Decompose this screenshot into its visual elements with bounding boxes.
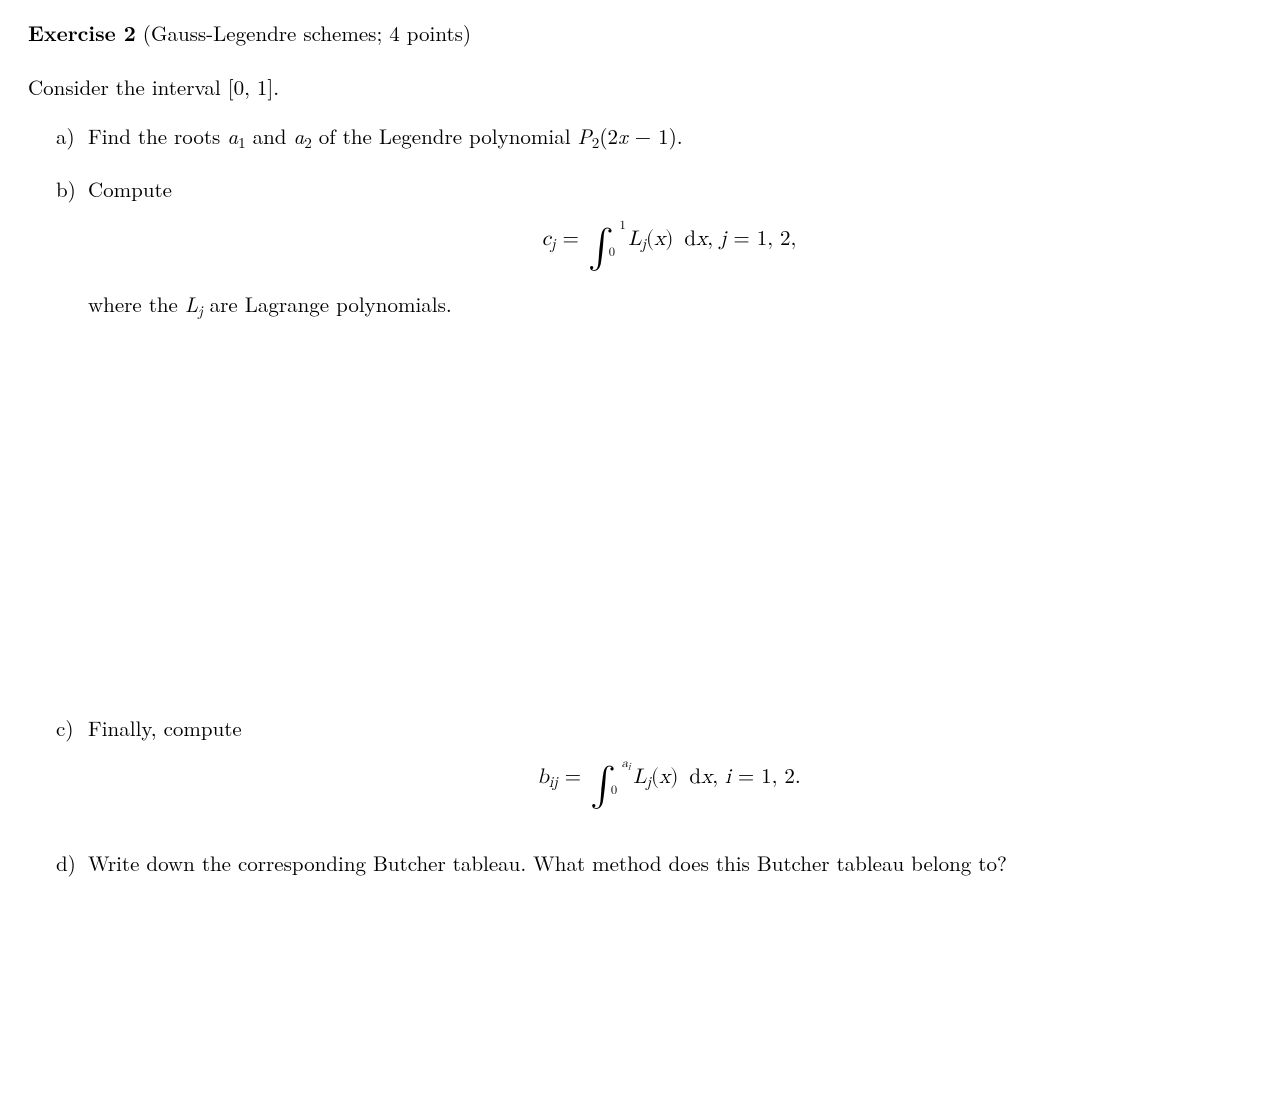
item-a-P: P [578, 121, 592, 151]
item-b-lead: Compute [88, 174, 1250, 206]
eq-c-xx: x [701, 767, 712, 788]
eq-c-L: L [633, 767, 646, 788]
eq-c-x: x [659, 767, 670, 788]
eq-b-eq: = [556, 229, 586, 250]
item-b-Lj-L: L [185, 289, 198, 319]
eq-b-d: d [677, 229, 696, 250]
item-a-a1: a [227, 121, 238, 151]
eq-b-x: x [654, 229, 665, 250]
eq-c-comma: , [712, 767, 725, 788]
eq-c-intsup: ai [622, 758, 631, 770]
eq-c-rp: ) [670, 767, 678, 788]
intro-suffix: . [273, 72, 279, 102]
item-c-equation: bij = ∫0aiLj(x) dx, i = 1, 2. [88, 762, 1250, 805]
item-a-a2: a [293, 121, 304, 151]
eq-c-d: d [682, 767, 701, 788]
eq-c-intsub: 0 [611, 785, 617, 797]
item-d-text: Write down the corresponding Butcher tab… [88, 848, 1007, 878]
eq-c-sup-i: i [628, 761, 631, 771]
eq-b-intsub: 0 [609, 247, 615, 259]
exercise-label: Exercise 2 [28, 18, 136, 48]
item-b-follow1: where the [88, 289, 185, 319]
item-d: d) Write down the corresponding Butcher … [56, 848, 1250, 880]
item-b-followup: where the Lj are Lagrange polynomials. [88, 289, 1250, 322]
eq-b-L: L [628, 229, 641, 250]
exercise-paren: (Gauss-Legendre schemes; 4 points) [143, 18, 471, 48]
item-a-arg: (2 [599, 121, 618, 151]
eq-c-ival: = 1, 2. [731, 767, 801, 788]
item-c: c) Finally, compute bij = ∫0aiLj(x) dx, … [56, 713, 1250, 828]
item-a-body: Find the roots a1 and a2 of the Legendre… [88, 121, 1250, 154]
item-a-a2sub: 2 [304, 132, 312, 153]
eq-c-lp: ( [651, 767, 659, 788]
exercise-header: Exercise 2 (Gauss-Legendre schemes; 4 po… [28, 18, 1250, 50]
intro-interval: [0, 1] [228, 72, 274, 102]
item-a-x: x [618, 121, 628, 151]
eq-b-xx: x [696, 229, 707, 250]
item-a-marker: a) [56, 121, 88, 153]
item-a-t1: Find the roots [88, 121, 227, 151]
item-c-marker: c) [56, 713, 88, 745]
item-a-argend: − 1). [628, 121, 683, 151]
eq-b-c: c [542, 229, 551, 250]
item-d-body: Write down the corresponding Butcher tab… [88, 848, 1250, 880]
eq-b-intsup: 1 [619, 220, 625, 232]
intro-text: Consider the interval [0, 1]. [28, 72, 1250, 104]
item-d-marker: d) [56, 848, 88, 880]
item-b-follow2: are Lagrange polynomials. [203, 289, 452, 319]
item-b: b) Compute cj = ∫01Lj(x) dx, j = 1, 2, w… [56, 174, 1250, 322]
item-a-a1sub: 1 [238, 132, 246, 153]
item-a-t2: and [246, 121, 294, 151]
eq-b-comma: , [707, 229, 720, 250]
spacer [56, 343, 1250, 713]
intro-prefix: Consider the interval [28, 72, 228, 102]
item-b-equation: cj = ∫01Lj(x) dx, j = 1, 2, [88, 224, 1250, 267]
eq-c-b: b [537, 767, 549, 788]
eq-b-lp: ( [646, 229, 654, 250]
eq-c-bsub: ij [549, 775, 558, 790]
item-a-t3: of the Legendre polynomial [312, 121, 578, 151]
item-a: a) Find the roots a1 and a2 of the Legen… [56, 121, 1250, 154]
eq-b-rp: ) [665, 229, 673, 250]
item-c-body: Finally, compute bij = ∫0aiLj(x) dx, i =… [88, 713, 1250, 828]
eq-b-jval: = 1, 2, [726, 229, 796, 250]
item-b-body: Compute cj = ∫01Lj(x) dx, j = 1, 2, wher… [88, 174, 1250, 322]
item-c-lead: Finally, compute [88, 713, 1250, 745]
item-list: a) Find the roots a1 and a2 of the Legen… [28, 121, 1250, 879]
item-b-marker: b) [56, 174, 88, 206]
eq-c-eq: = [558, 767, 588, 788]
